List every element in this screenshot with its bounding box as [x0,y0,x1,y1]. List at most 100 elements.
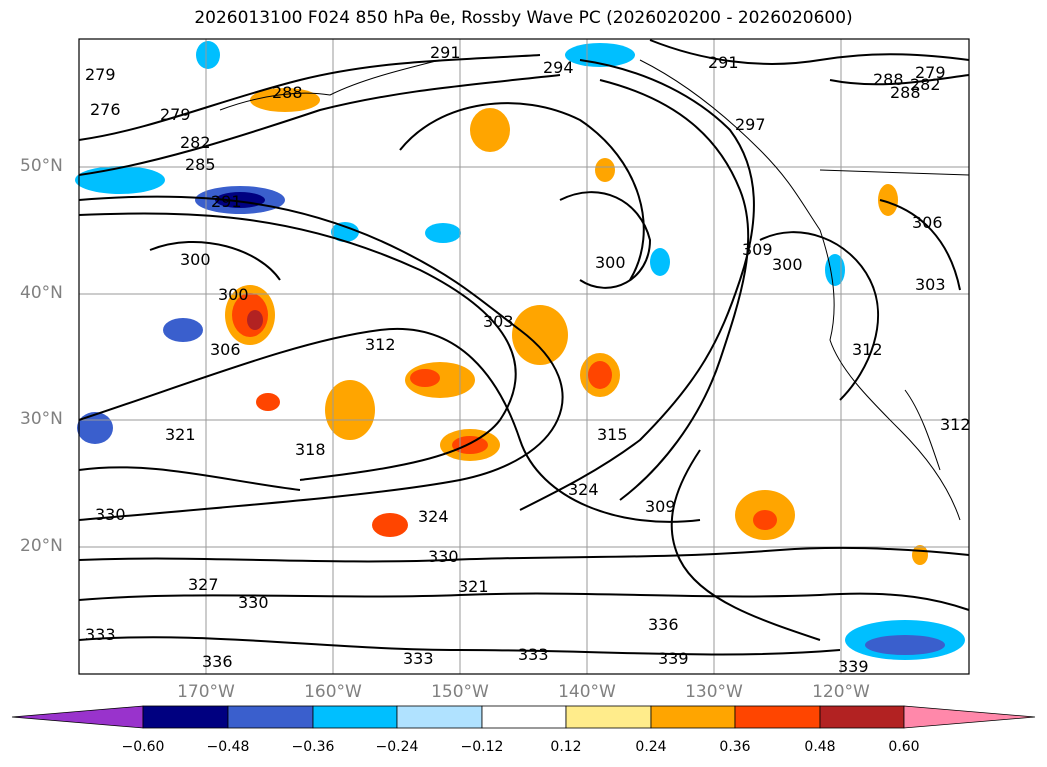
contour-label: 288 [272,83,303,102]
colorbar-tick-label: 0.24 [635,739,667,755]
pos-anomaly [470,108,510,152]
colorbar [11,705,1036,729]
lon-label: 170°W [177,682,235,702]
neg-anomaly [425,223,461,243]
colorbar-swatch [565,705,652,729]
pos-anomaly [595,158,615,182]
contour-label: 291 [430,43,461,62]
colorbar-swatch [142,705,229,729]
lon-label: 160°W [304,682,362,702]
neg-anomaly [865,635,945,655]
contour-label: 285 [185,155,216,174]
lat-label: 50°N [20,156,63,176]
contour-label: 309 [742,240,773,259]
contour-label: 282 [910,75,941,94]
pos-anomaly [372,513,408,537]
pos-anomaly [452,436,488,454]
colorbar-tick-label: 0.12 [550,739,582,755]
colorbar-swatch [396,705,483,729]
pos-anomaly [588,361,612,389]
contour-label: 333 [403,649,434,668]
contour-label: 300 [772,255,803,274]
contour-label: 327 [188,575,219,594]
contour-label: 318 [295,440,326,459]
colorbar-tick-label: −0.12 [460,739,504,755]
contour-label: 276 [90,100,121,119]
lon-label: 140°W [558,682,616,702]
colorbar-swatch [481,705,567,729]
pos-anomaly [250,88,320,112]
neg-anomaly [196,41,220,69]
contour-label: 339 [838,657,869,676]
contour-label: 309 [645,497,676,516]
contour-label: 330 [95,505,126,524]
colorbar-swatch [819,705,905,729]
contour-label: 312 [365,335,396,354]
contour-label: 288 [890,83,921,102]
colorbar-tick-label: −0.36 [291,739,335,755]
colorbar-swatch [312,705,398,729]
pos-anomaly [256,393,280,411]
colorbar-tick-label: −0.24 [375,739,419,755]
contour-label: 330 [238,593,269,612]
colorbar-swatch [650,705,736,729]
contour-label: 279 [915,63,946,82]
contour-label: 333 [518,645,549,664]
contour-label: 291 [211,192,242,211]
contour-label: 330 [428,547,459,566]
contour-label: 333 [85,625,116,644]
contour-label: 315 [597,425,628,444]
pos-anomaly [247,310,263,330]
contour-lines [78,39,970,656]
colorbar-extend-low [11,705,144,729]
contour-label: 294 [543,58,574,77]
contour-label: 279 [160,105,191,124]
contour-label: 324 [568,480,599,499]
lon-label: 150°W [431,682,489,702]
pos-anomaly [878,184,898,216]
colorbar-tick-label: −0.48 [206,739,250,755]
contour-label: 291 [708,53,739,72]
contour-label: 303 [915,275,946,294]
map-border [78,38,970,675]
lat-label: 30°N [20,409,63,429]
colorbar-tick-label: 0.60 [888,739,920,755]
pos-anomaly [410,369,440,387]
pos-anomaly [512,305,568,365]
neg-anomaly [75,166,165,194]
contour-label: 336 [648,615,679,634]
colorbar-tick-label: 0.36 [719,739,751,755]
contour-label: 324 [418,507,449,526]
lon-label: 130°W [685,682,743,702]
contour-label: 312 [852,340,883,359]
neg-anomaly [163,318,203,342]
neg-anomaly [650,248,670,276]
pos-anomaly [753,510,777,530]
contour-label: 300 [595,253,626,272]
neg-anomaly [331,222,359,242]
colorbar-tick-label: −0.60 [121,739,165,755]
contour-label: 321 [165,425,196,444]
colorbar-swatch [734,705,821,729]
gridlines [79,39,969,674]
contour-label: 300 [180,250,211,269]
colorbar-swatch [227,705,314,729]
contour-label: 303 [483,312,514,331]
coastlines [219,59,970,521]
colorbar-extend-high [903,705,1036,729]
lat-label: 20°N [20,536,63,556]
contour-label: 297 [735,115,766,134]
neg-anomaly [825,254,845,286]
contour-label: 306 [210,340,241,359]
map-title: 2026013100 F024 850 hPa θe, Rossby Wave … [194,8,853,28]
contour-label: 282 [180,133,211,152]
contour-label: 336 [202,652,233,671]
lon-label: 120°W [812,682,870,702]
contour-label: 321 [458,577,489,596]
colorbar-tick-label: 0.48 [804,739,836,755]
contour-label: 300 [218,285,249,304]
pos-anomaly [912,545,928,565]
lat-label: 40°N [20,283,63,303]
contour-label: 288 [873,70,904,89]
